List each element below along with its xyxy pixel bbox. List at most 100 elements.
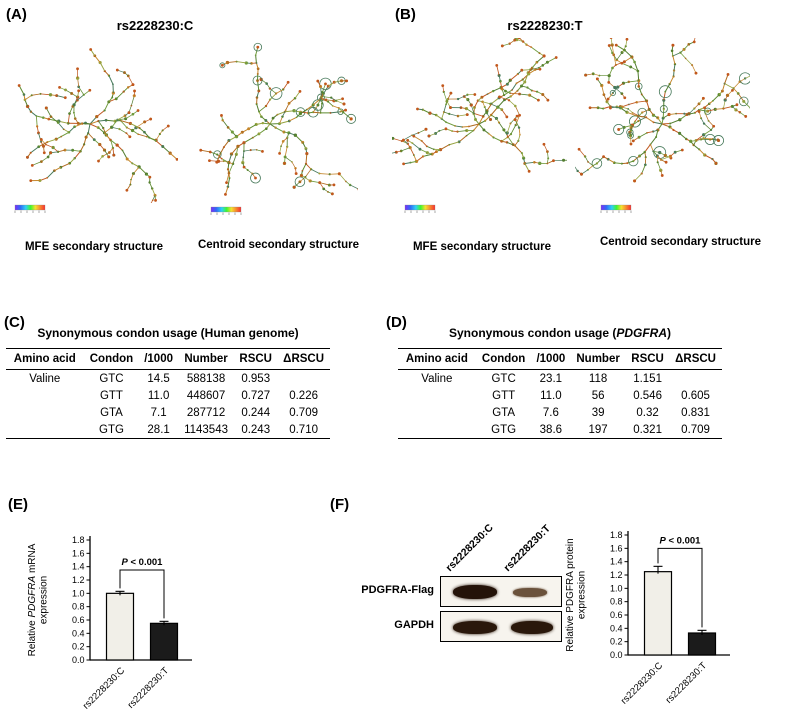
column-header: Condon — [83, 348, 140, 370]
y-axis-label: expression — [39, 576, 50, 624]
y-axis-label: expression — [577, 571, 588, 619]
table-cell: Valine — [421, 372, 453, 385]
svg-text:0.6: 0.6 — [610, 610, 623, 620]
color-scale — [210, 206, 242, 215]
color-scale — [14, 204, 46, 213]
table-cell — [6, 421, 84, 439]
table-cell: 0.831 — [681, 406, 710, 419]
column-header: Number — [570, 348, 627, 370]
panel-a-label: (A) — [6, 6, 27, 23]
table-cell: 0.727 — [241, 389, 271, 402]
table-row: GTT 11.0 56 0.546 0.605 — [398, 387, 722, 404]
table-cell: 197 — [570, 421, 627, 439]
table-cell: 11.0 — [540, 389, 562, 402]
table-title: Synonymous condon usage (Human genome) — [37, 326, 299, 340]
svg-text:0.4: 0.4 — [610, 623, 623, 633]
table-cell — [6, 387, 84, 404]
table-header-row: Amino acid Condon/1000 Number RSCU ΔRSCU — [398, 348, 722, 370]
table-cell: 287712 — [186, 406, 226, 419]
table-cell: 1143543 — [177, 421, 235, 439]
table-cell: 56 — [591, 389, 605, 402]
bar-rs2228230:C — [643, 571, 673, 656]
blot-lane-label-t: rs2228230:T — [501, 522, 553, 574]
x-tick-label: rs2228230:T — [664, 660, 710, 706]
blot-band — [511, 621, 553, 634]
table-cell: GTT — [99, 389, 123, 402]
blot-row-label-pdgfra-flag: PDGFRA-Flag — [361, 584, 434, 596]
blot-row-label-gapdh: GAPDH — [394, 619, 434, 631]
svg-text:0.2: 0.2 — [610, 637, 623, 647]
svg-text:0.0: 0.0 — [610, 650, 623, 660]
table-cell: 0.709 — [289, 406, 318, 419]
svg-text:1.0: 1.0 — [610, 583, 623, 593]
table-row: GTA 7.6 39 0.32 0.831 — [398, 404, 722, 421]
protein-expression-bar-chart: 0.0 0.2 0.4 0.6 0.8 1.0 1.2 1.4 1.6 1.8 rs2228230:… — [565, 530, 730, 707]
svg-text:0.4: 0.4 — [72, 628, 85, 638]
caption-centroid-b: Centroid secondary structure — [599, 236, 762, 248]
table-row: GTA 7.1 287712 0.244 0.709 — [6, 404, 330, 421]
table-cell: GTC — [491, 372, 516, 385]
table-cell: 118 — [588, 372, 608, 385]
y-axis-label: Relative PDGFRA mRNA — [27, 543, 38, 656]
x-tick-label: rs2228230:C — [81, 665, 127, 711]
bar-rs2228230:T — [149, 622, 179, 661]
column-header: Amino acid — [398, 348, 476, 370]
color-scale — [600, 204, 632, 213]
panel-e-label: (E) — [8, 496, 28, 513]
bar-rs2228230:C — [105, 592, 135, 661]
codon-table-pdgfra: Synonymous condon usage (PDGFRA) Amino a… — [398, 326, 722, 439]
rna-structure-mfe-b — [392, 38, 567, 173]
codon-table-human-genome: Synonymous condon usage (Human genome) A… — [6, 326, 330, 439]
color-scale — [404, 204, 436, 213]
p-value: P < 0.001 — [122, 557, 164, 568]
caption-centroid-a: Centroid secondary structure — [197, 239, 360, 251]
svg-text:1.8: 1.8 — [72, 535, 85, 545]
table-cell: 7.6 — [542, 406, 559, 419]
svg-text:1.6: 1.6 — [610, 543, 623, 553]
y-axis-label: Relative PDGFRA protein — [565, 538, 576, 651]
rna-branches — [575, 38, 750, 183]
column-header: ΔRSCU — [669, 348, 722, 370]
table-cell: 14.5 — [147, 372, 170, 385]
table-cell — [398, 421, 476, 439]
table-cell: 0.243 — [234, 421, 278, 439]
caption-mfe-b: MFE secondary structure — [412, 241, 552, 253]
panel-c-label: (C) — [4, 314, 25, 331]
rna-structure-mfe-a — [17, 48, 178, 203]
codon-usage-table: Amino acid Condon/1000 Number RSCU ΔRSCU Val… — [6, 348, 330, 439]
table-cell: 0.710 — [277, 421, 330, 439]
column-header: Number — [177, 348, 235, 370]
svg-text:0.0: 0.0 — [72, 655, 85, 665]
table-cell: 0.709 — [669, 421, 722, 439]
codon-usage-table: Amino acid Condon/1000 Number RSCU ΔRSCU Val… — [398, 348, 722, 439]
blot-band — [513, 588, 547, 597]
table-cell: GTA — [492, 406, 516, 419]
caption-mfe-a: MFE secondary structure — [24, 241, 164, 253]
table-cell: GTC — [99, 372, 124, 385]
svg-text:1.8: 1.8 — [610, 530, 623, 540]
svg-text:1.2: 1.2 — [610, 570, 623, 580]
table-cell: 588138 — [186, 372, 226, 385]
table-cell: GTT — [492, 389, 516, 402]
western-blot-pdgfra-flag — [440, 576, 562, 607]
column-header: Condon — [475, 348, 532, 370]
table-cell: 7.1 — [150, 406, 167, 419]
table-cell: GTA — [100, 406, 123, 419]
svg-text:0.8: 0.8 — [72, 602, 85, 612]
table-cell: 0.244 — [241, 406, 271, 419]
table-cell: 0.605 — [681, 389, 710, 402]
table-row: Valine GTC 14.5 588138 0.953 — [6, 370, 330, 388]
table-cell — [277, 370, 330, 388]
table-cell — [398, 387, 476, 404]
table-cell — [398, 404, 476, 421]
panel-f-label: (F) — [330, 496, 350, 513]
table-cell: GTG — [83, 421, 140, 439]
table-cell: Valine — [29, 372, 61, 385]
table-cell: 23.1 — [539, 372, 563, 385]
column-header: RSCU — [626, 348, 670, 370]
table-cell: 38.6 — [531, 421, 571, 439]
x-tick-label: rs2228230:C — [619, 660, 665, 706]
blot-band — [453, 585, 497, 599]
blot-lane-label-c: rs2228230:C — [443, 521, 496, 574]
